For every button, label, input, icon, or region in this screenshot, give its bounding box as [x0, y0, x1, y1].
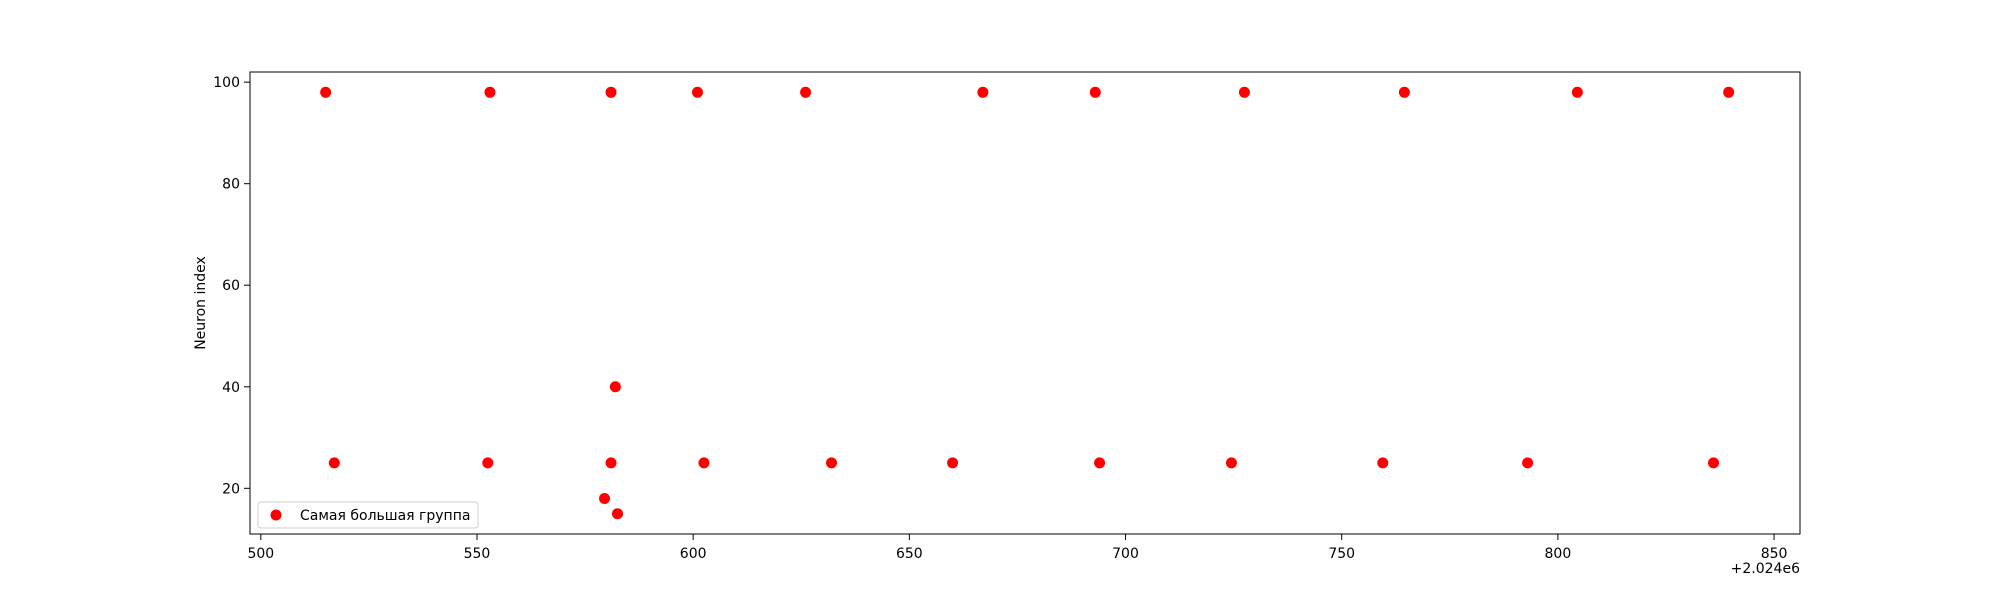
scatter-point: [609, 381, 621, 393]
scatter-point: [612, 508, 623, 520]
scatter-point: [1089, 86, 1101, 98]
scatter-point: [599, 492, 611, 504]
scatter-point: [484, 86, 496, 98]
scatter-point: [1377, 457, 1389, 469]
y-tick-label: 60: [222, 278, 240, 294]
x-axis-offset-label: +2.024e6: [1731, 561, 1800, 577]
scatter-point: [1238, 86, 1250, 98]
scatter-point: [826, 457, 838, 469]
scatter-point: [482, 457, 494, 469]
scatter-point: [1571, 86, 1583, 98]
scatter-point: [1723, 86, 1735, 98]
scatter-point: [698, 457, 710, 469]
scatter-point: [1094, 457, 1106, 469]
legend: Самая большая группа: [257, 501, 479, 529]
y-tick-label: 40: [222, 380, 240, 396]
x-tick-label: 650: [896, 546, 923, 562]
x-tick-label: 500: [247, 546, 274, 562]
scatter-point: [947, 457, 959, 469]
scatter-point: [605, 457, 617, 469]
x-tick-label: 850: [1761, 546, 1788, 562]
x-tick-label: 600: [680, 546, 707, 562]
scatter-point: [1708, 457, 1720, 469]
x-tick-label: 750: [1328, 546, 1355, 562]
y-tick-label: 20: [222, 481, 240, 497]
y-axis-label: Neuron index: [193, 256, 209, 350]
x-tick-label: 700: [1112, 546, 1139, 562]
x-tick-label: 550: [464, 546, 491, 562]
x-axis: 500 550 600 650 700 750 800 850: [247, 534, 1787, 562]
scatter-point: [328, 457, 340, 469]
scatter-point: [605, 86, 617, 98]
legend-label: Самая большая группа: [300, 508, 470, 524]
scatter-point: [1522, 457, 1534, 469]
scatter-point: [1225, 457, 1237, 469]
legend-marker: [270, 509, 282, 521]
plot-area-frame: [249, 71, 1801, 535]
scatter-point: [977, 86, 989, 98]
scatter-point: [1398, 86, 1410, 98]
scatter-point: [800, 86, 812, 98]
scatter-point: [320, 86, 332, 98]
scatter-point: [691, 86, 703, 98]
points-layer: [320, 86, 1735, 520]
y-tick-label: 100: [213, 75, 240, 91]
legend-box: [257, 501, 479, 529]
y-tick-label: 80: [222, 177, 240, 193]
y-axis: 20 40 60 80 100: [213, 75, 250, 497]
x-tick-label: 800: [1545, 546, 1572, 562]
